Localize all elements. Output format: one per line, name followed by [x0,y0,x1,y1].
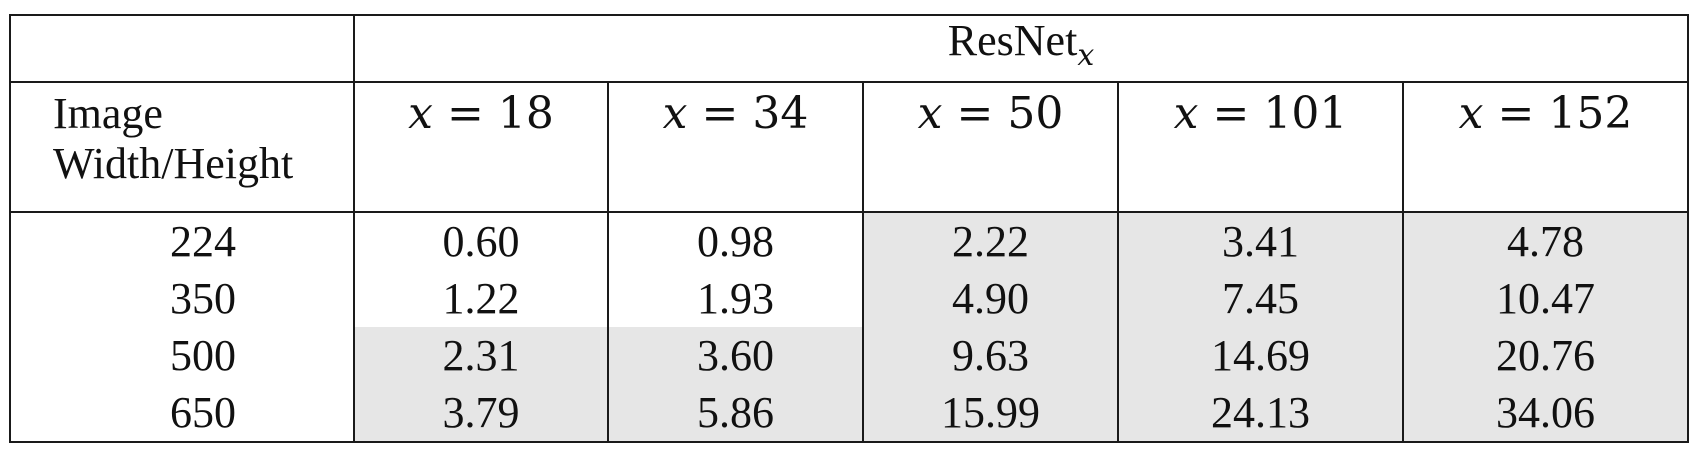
resnet-subscript: x [1077,38,1095,73]
table-cell-shaded: 4.78 [1401,212,1690,270]
table-cell-shaded: 14.69 [1117,327,1404,384]
group-header-row: ResNetx [9,14,1690,83]
table-row: 224 0.60 0.98 2.22 3.41 4.78 [9,212,1690,270]
table-row: 500 2.31 3.60 9.63 14.69 20.76 [9,327,1690,384]
table-cell: 1.93 [607,270,864,327]
column-variable: x [1458,88,1484,139]
table-cell-shaded: 20.76 [1401,327,1690,384]
table-cell-shaded: 2.31 [353,327,609,384]
table-cell-shaded: 9.63 [862,327,1119,384]
table-cell-shaded: 10.47 [1401,270,1690,327]
empty-corner-cell [9,14,355,83]
column-value: 18 [497,88,554,139]
resnet-label: ResNet [947,16,1078,65]
row-header-line-1: Image [53,89,163,138]
table-row: 350 1.22 1.93 4.90 7.45 10.47 [9,270,1690,327]
row-label: 350 [9,270,355,327]
row-label: 500 [9,327,355,384]
column-header-101: x = 101 [1117,82,1404,213]
column-variable: x [917,88,943,139]
table-row: 650 3.79 5.86 15.99 24.13 34.06 [9,384,1690,443]
table-cell-shaded: 2.22 [862,212,1119,270]
column-header-34: x = 34 [607,82,864,213]
table-cell-shaded: 5.86 [607,384,864,443]
column-header-50: x = 50 [862,82,1119,213]
row-header-line-2: Width/Height [53,139,294,188]
table-cell: 1.22 [353,270,609,327]
table-cell-shaded: 3.41 [1117,212,1404,270]
column-value: 152 [1548,88,1633,139]
column-header-row: Image Width/Height x = 18 x = 34 x = 50 x = 101 … [9,82,1690,213]
table-cell-shaded: 7.45 [1117,270,1404,327]
column-value: 101 [1263,88,1348,139]
table-cell-shaded: 24.13 [1117,384,1404,443]
table-cell-shaded: 4.90 [862,270,1119,327]
column-value: 50 [1007,88,1064,139]
column-header-152: x = 152 [1401,82,1690,213]
table-cell-shaded: 3.60 [607,327,864,384]
results-table: ResNetx Image Width/Height x = 18 x = 34 x = 5… [9,14,1690,443]
table-cell-shaded: 3.79 [353,384,609,443]
column-variable: x [408,88,433,139]
table-cell-shaded: 15.99 [862,384,1119,443]
row-header-cell: Image Width/Height [9,82,355,213]
row-label: 224 [9,212,355,270]
column-header-18: x = 18 [353,82,609,213]
column-variable: x [1173,88,1199,139]
column-variable: x [662,88,688,139]
row-label: 650 [9,384,355,443]
table-cell: 0.60 [353,212,609,270]
table-cell-shaded: 34.06 [1401,384,1690,443]
table-cell: 0.98 [607,212,864,270]
resnet-group-header: ResNetx [352,14,1690,83]
column-value: 34 [752,88,809,139]
